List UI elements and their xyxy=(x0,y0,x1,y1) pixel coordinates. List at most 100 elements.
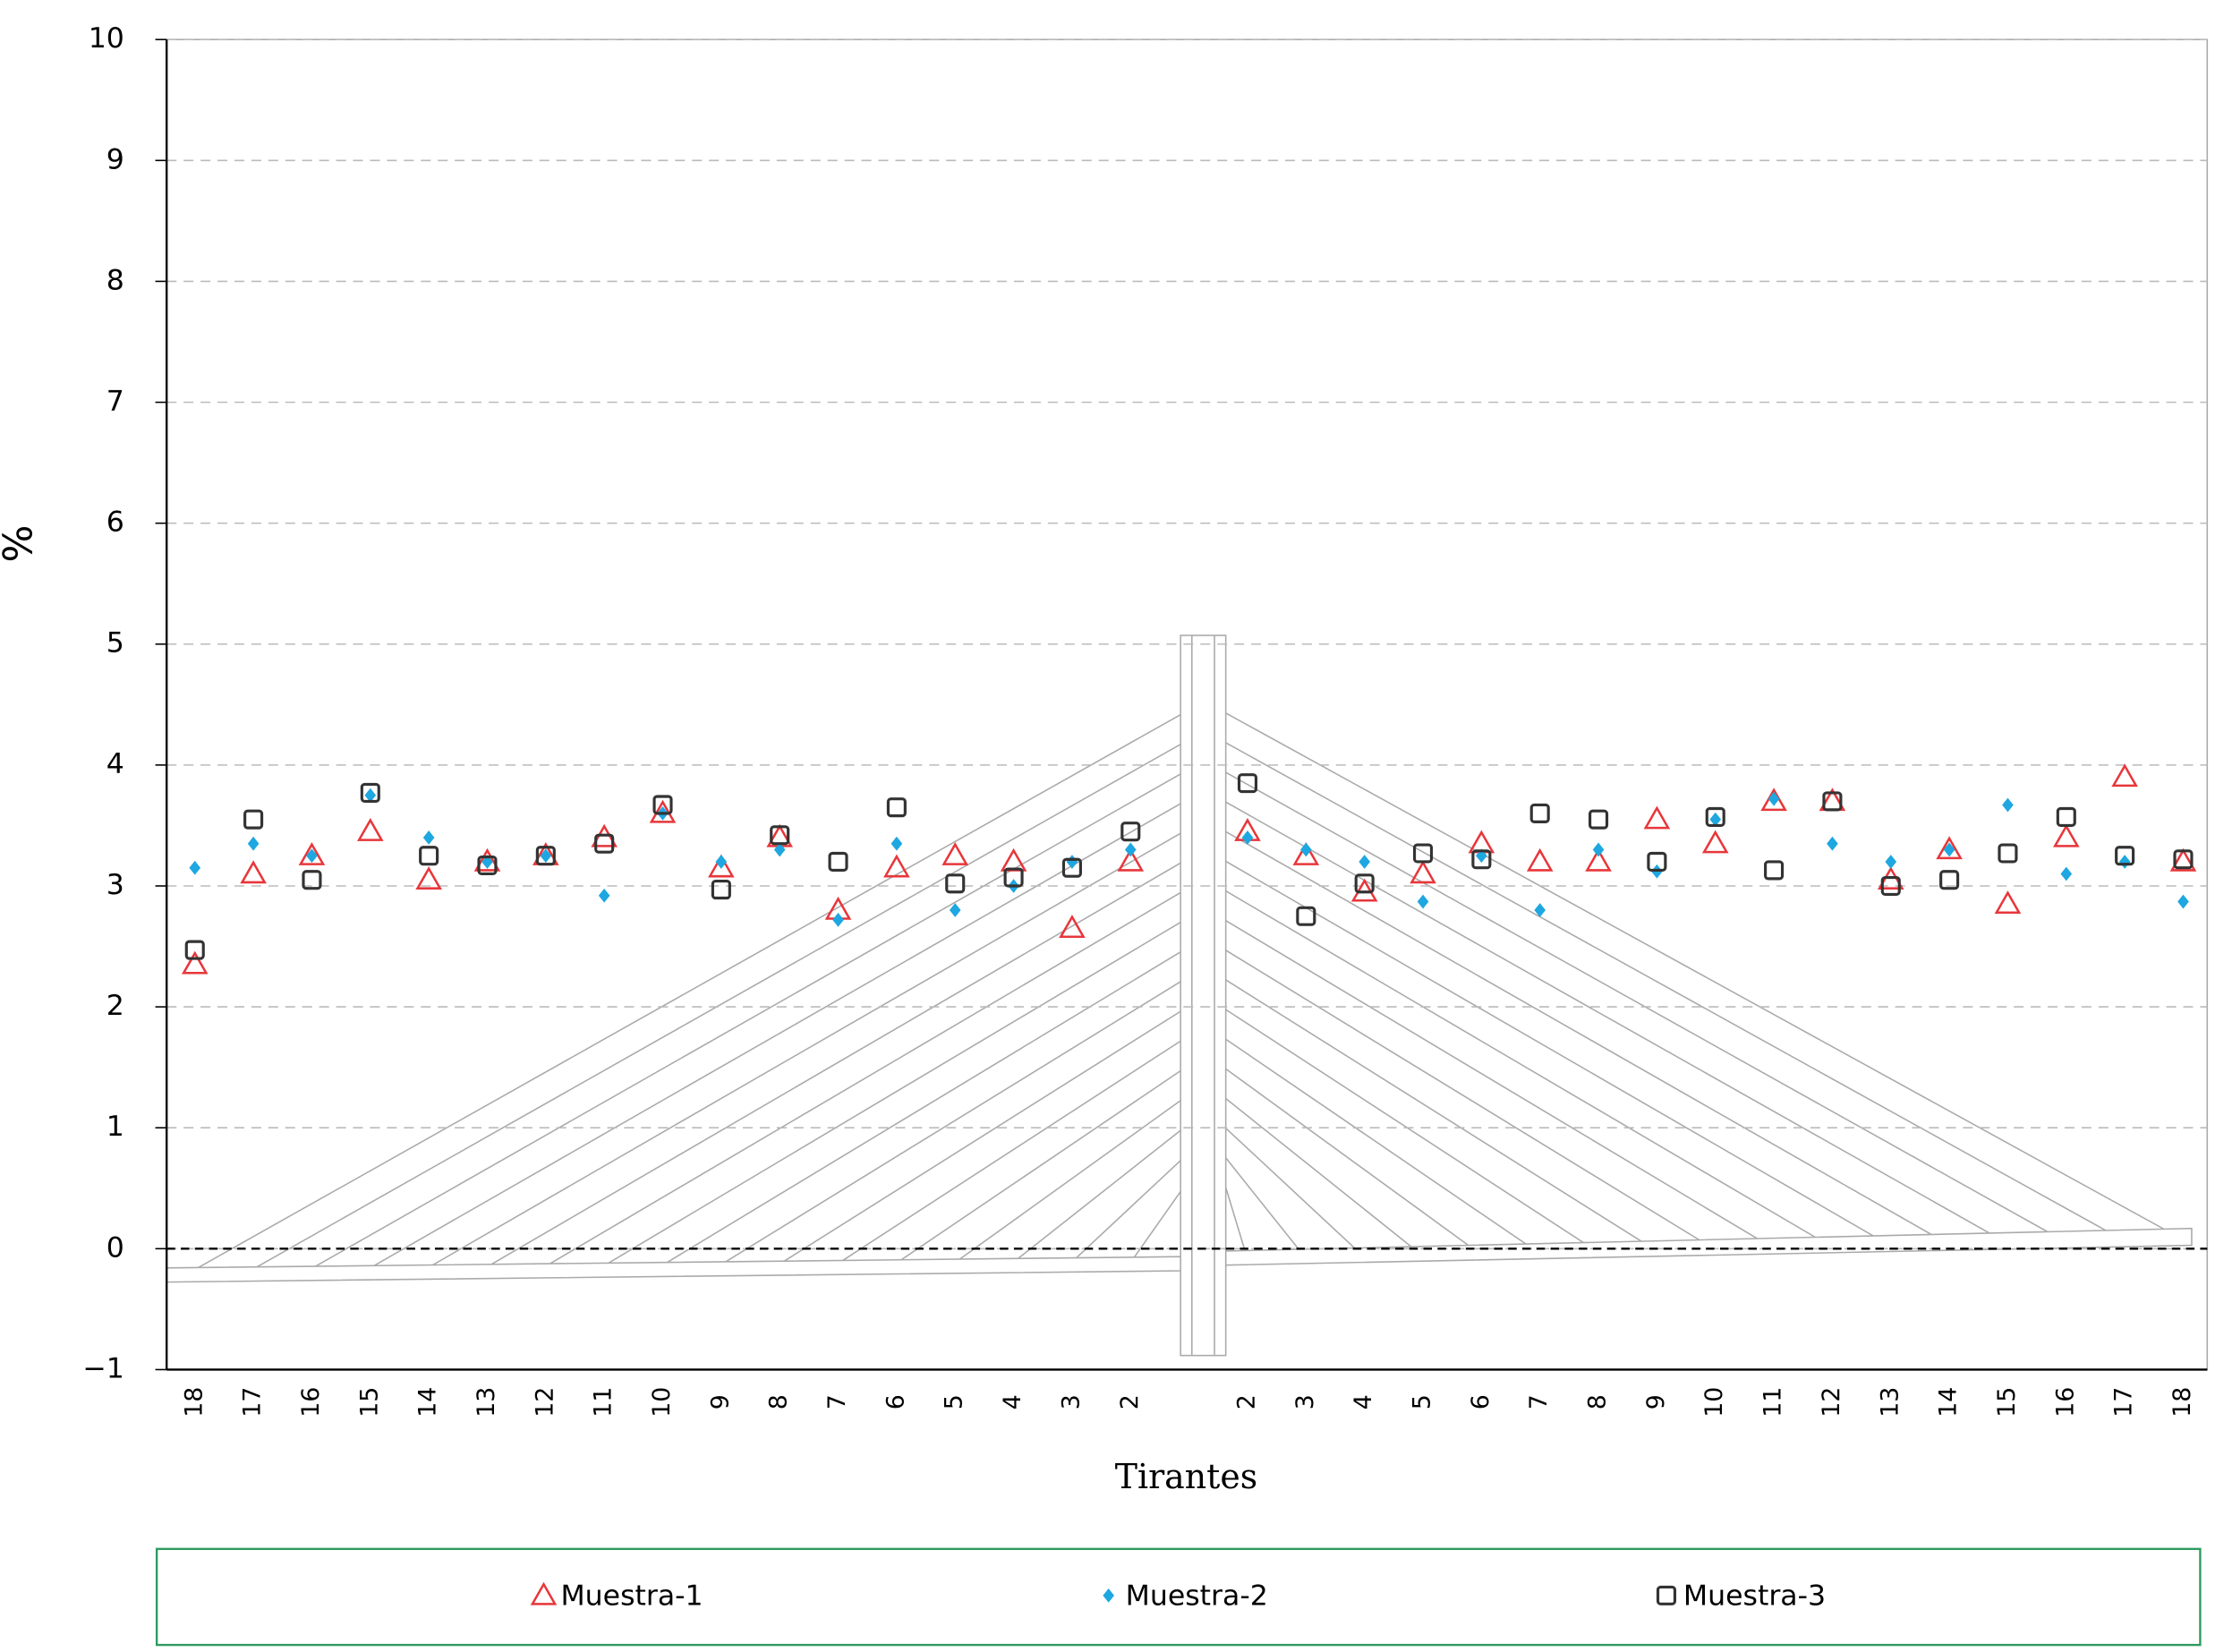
marker-square xyxy=(2056,806,2076,828)
marker-triangle xyxy=(649,799,677,823)
x-tick-label: 10 xyxy=(648,1387,676,1418)
bridge-line xyxy=(490,860,1184,1266)
marker-square xyxy=(360,782,380,803)
bridge-line xyxy=(665,949,1184,1265)
x-tick-label: 15 xyxy=(355,1387,383,1418)
bridge-line xyxy=(1225,742,2126,1242)
marker-square xyxy=(1354,873,1375,894)
x-tick-label: 2 xyxy=(1232,1394,1260,1409)
marker-triangle xyxy=(708,854,735,878)
marker-diamond xyxy=(1827,836,1838,851)
marker-square xyxy=(535,846,556,866)
marker-square xyxy=(1296,906,1316,926)
marker-triangle xyxy=(1350,878,1378,902)
marker-square xyxy=(886,797,907,818)
marker-diamond xyxy=(949,903,961,917)
marker-triangle xyxy=(1994,890,2022,914)
bridge-line xyxy=(1074,1157,1184,1260)
marker-square xyxy=(419,846,439,866)
marker-triangle xyxy=(356,818,384,841)
x-tick-label: 3 xyxy=(1057,1394,1085,1409)
marker-diamond xyxy=(1709,812,1722,827)
x-tick-label: 18 xyxy=(180,1387,208,1418)
marker-square xyxy=(1880,875,1901,897)
bridge-line xyxy=(781,1009,1184,1264)
marker-square xyxy=(184,940,205,960)
bridge-deck xyxy=(1224,1227,2193,1266)
marker-diamond xyxy=(364,788,377,803)
marker-square xyxy=(1412,843,1434,864)
marker-square xyxy=(477,855,498,876)
legend-marker xyxy=(1103,1588,1114,1603)
y-tick-label: 9 xyxy=(106,143,124,175)
marker-triangle xyxy=(1117,847,1145,872)
x-tick-label: 6 xyxy=(882,1394,909,1409)
marker-diamond xyxy=(422,830,435,845)
x-tick-label: 16 xyxy=(2051,1387,2079,1418)
bridge-line xyxy=(1015,1128,1184,1261)
marker-triangle xyxy=(240,860,267,884)
marker-square xyxy=(1998,843,2018,864)
bridge-line xyxy=(372,801,1184,1267)
marker-triangle xyxy=(2053,823,2080,847)
bridge-line xyxy=(1225,890,1833,1248)
x-tick-label: 15 xyxy=(1993,1387,2021,1418)
bridge-deck xyxy=(166,1256,1185,1283)
bridge-line xyxy=(1225,1038,1541,1255)
marker-diamond xyxy=(1768,791,1780,806)
x-tick-label: 11 xyxy=(1759,1387,1787,1418)
marker-diamond xyxy=(832,912,844,927)
marker-square xyxy=(652,795,673,815)
x-tick-label: 4 xyxy=(1350,1394,1377,1409)
x-tick-label: 7 xyxy=(823,1394,851,1409)
marker-diamond xyxy=(306,848,318,864)
x-tick-label: 5 xyxy=(1409,1394,1436,1409)
marker-diamond xyxy=(2002,797,2014,813)
marker-square xyxy=(1939,870,1960,890)
marker-square xyxy=(2173,849,2194,870)
marker-triangle xyxy=(415,866,442,890)
x-tick-label: 2 xyxy=(1116,1394,1144,1409)
marker-diamond xyxy=(1241,830,1254,845)
x-tick-label: 3 xyxy=(1291,1394,1319,1409)
bridge-line xyxy=(314,771,1184,1268)
marker-square xyxy=(1237,773,1258,794)
x-tick-label: 5 xyxy=(941,1394,968,1409)
y-tick-label: 5 xyxy=(106,627,124,660)
marker-diamond xyxy=(189,860,201,875)
y-tick-label: 7 xyxy=(106,386,124,418)
bridge-line xyxy=(430,830,1184,1267)
marker-triangle xyxy=(2111,763,2138,788)
y-tick-label: 2 xyxy=(106,990,124,1022)
marker-diamond xyxy=(715,855,728,869)
marker-triangle xyxy=(1059,915,1086,939)
x-tick-label: 9 xyxy=(1642,1394,1670,1409)
marker-diamond xyxy=(1066,855,1078,869)
x-tick-label: 6 xyxy=(1467,1394,1495,1409)
marker-diamond xyxy=(247,836,260,851)
bridge-line xyxy=(840,1038,1184,1263)
marker-square xyxy=(1120,822,1141,842)
x-tick-label: 14 xyxy=(414,1387,442,1418)
marker-triangle xyxy=(1526,847,1554,872)
marker-diamond xyxy=(1592,842,1605,857)
marker-diamond xyxy=(2177,894,2189,909)
marker-triangle xyxy=(1292,842,1320,865)
y-tick-label: 6 xyxy=(106,507,124,539)
y-tick-label: 0 xyxy=(106,1231,124,1264)
marker-diamond xyxy=(1534,903,1546,917)
y-axis-label: % xyxy=(0,524,42,562)
marker-triangle xyxy=(298,842,326,865)
bridge-illustration xyxy=(166,634,2193,1357)
marker-triangle xyxy=(941,842,969,865)
marker-triangle xyxy=(1585,847,1612,872)
marker-square xyxy=(945,873,966,894)
bridge-line xyxy=(1225,920,1775,1249)
marker-triangle xyxy=(1643,805,1671,830)
y-tick-label: 3 xyxy=(106,869,124,901)
x-tick-label: 10 xyxy=(1700,1387,1728,1418)
bridge-line xyxy=(606,920,1184,1265)
x-tick-label: 13 xyxy=(1876,1387,1904,1418)
marker-square xyxy=(1471,849,1492,870)
legend-label: Muestra-2 xyxy=(1126,1580,1268,1612)
